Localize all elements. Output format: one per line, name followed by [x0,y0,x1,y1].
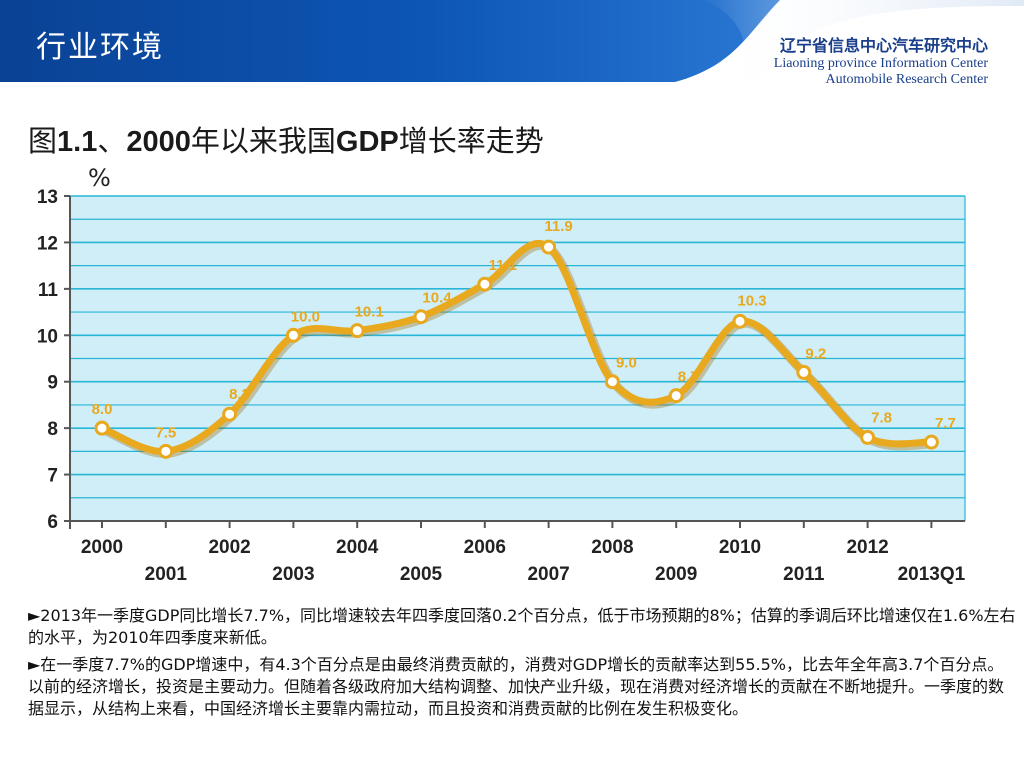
data-point [285,327,301,343]
figure-title: 图1.1、2000年以来我国GDP增长率走势 [28,118,544,160]
data-label: 10.4 [422,290,452,307]
y-tick-label: 12 [37,233,58,254]
header-banner [0,0,1024,82]
org-name-en-1: Liaoning province Information Center [773,56,988,71]
x-tick-label: 2006 [464,537,506,558]
org-name-en-2: Automobile Research Center [825,72,988,87]
data-point [158,443,174,459]
y-tick-label: 7 [47,466,58,487]
org-name-cn: 辽宁省信息中心汽车研究中心 [779,36,988,55]
figure-title-num: 1.1 [57,126,98,158]
data-label: 8.3 [229,386,250,403]
y-tick-label: 8 [47,419,58,440]
data-point [222,406,238,422]
figure-title-mid2: 年以来我国 [190,124,336,158]
data-label: 9.0 [616,355,637,372]
x-tick-label: 2011 [783,564,825,585]
y-axis-unit-label: % [88,164,111,192]
data-point [94,420,110,436]
y-tick-label: 10 [37,326,58,347]
slide-header: 行业环境 辽宁省信息中心汽车研究中心 Liaoning province Inf… [0,0,1024,87]
figure-title-prefix: 图 [28,124,58,158]
data-label: 7.7 [935,415,956,432]
figure-title-mid1: 、 [97,124,127,158]
data-label: 11.9 [544,218,572,235]
data-point [349,323,365,339]
y-tick-label: 11 [38,280,59,301]
series-line [98,240,935,455]
note-paragraph-2: ►在一季度7.7%的GDP增速中，有4.3个百分点是由最终消费贡献的，消费对GD… [28,655,1005,718]
section-title: 行业环境 [36,30,164,65]
x-tick-label: 2003 [272,564,314,585]
x-tick-label: 2007 [527,564,569,585]
data-point [604,374,620,390]
x-tick-label: 2010 [719,537,761,558]
data-label: 7.8 [871,409,892,426]
data-point [732,313,748,329]
x-tick-label: 2012 [846,537,888,558]
x-tick-label: 2005 [400,564,443,585]
y-tick-label: 6 [47,512,58,533]
gdp-growth-line-chart: 6 7 8 9 10 11 12 13% 2000 2001 2002 2003 2004 2005 200… [37,164,966,585]
org-logo: 辽宁省信息中心汽车研究中心 Liaoning province Informat… [774,32,988,88]
data-point [923,434,939,450]
x-tick-label: 2004 [336,537,379,558]
y-tick-label: 9 [47,373,58,394]
data-point [477,276,493,292]
figure-title-year: 2000 [126,126,191,158]
data-label: 9.2 [805,345,826,362]
data-point [668,388,684,404]
x-tick-label: 2001 [145,564,188,585]
data-point [860,429,876,445]
data-label: 10.0 [291,308,320,325]
data-label: 10.3 [737,292,766,309]
x-tick-label: 2000 [81,537,123,558]
x-tick-label: 2008 [591,537,633,558]
data-label: 8.0 [92,401,113,418]
note-paragraph-1: ►2013年一季度GDP同比增长7.7%，同比增速较去年四季度回落0.2个百分点… [28,606,1016,647]
figure-title-gdp: GDP [335,126,399,158]
x-tick-label: 2013Q1 [898,564,966,585]
figure-title-suffix: 增长率走势 [398,124,544,158]
x-tick-label: 2009 [655,564,697,585]
data-label: 7.5 [155,424,176,441]
data-label: 10.1 [355,304,384,321]
data-point [541,239,557,255]
data-point [413,309,429,325]
data-label: 11.1 [489,257,517,274]
y-tick-label: 13 [37,187,58,208]
data-point [796,364,812,380]
x-tick-label: 2002 [208,537,250,558]
data-label: 8.7 [678,369,699,386]
notes-section: ►2013年一季度GDP同比增长7.7%，同比增速较去年四季度回落0.2个百分点… [28,605,1018,725]
